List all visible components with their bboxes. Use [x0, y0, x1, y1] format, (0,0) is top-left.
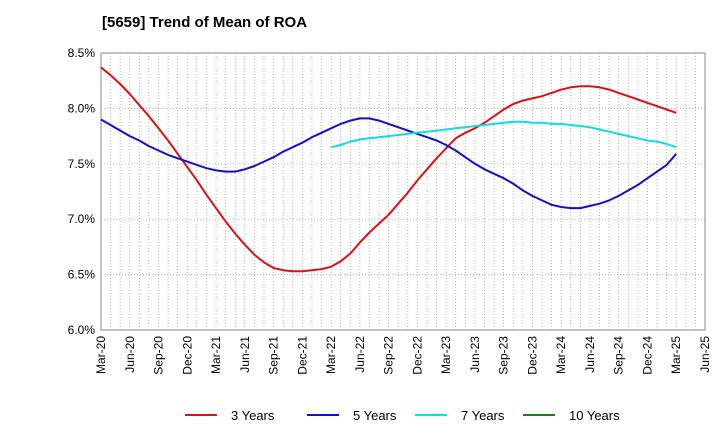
legend-item: 7 Years — [415, 404, 504, 426]
legend-item: 10 Years — [523, 404, 620, 426]
series-line-7-years — [330, 120, 677, 149]
series-line-5-years — [100, 117, 677, 210]
legend-label: 7 Years — [461, 407, 505, 423]
y-tick-label: 6.5% — [68, 268, 96, 282]
x-tick-label: Jun-23 — [468, 336, 482, 373]
series-lines — [100, 66, 677, 273]
x-tick-label: Jun-22 — [353, 336, 367, 373]
x-tick-label: Mar-23 — [439, 336, 453, 374]
legend-item: 5 Years — [307, 404, 396, 426]
x-tick-label: Mar-21 — [209, 336, 223, 374]
plot-area — [100, 52, 706, 331]
legend-swatch — [185, 414, 217, 416]
x-axis: Mar-20 Jun-20 Sep-20 Dec-20 Mar-21 Jun-21 Sep-… — [94, 336, 712, 375]
x-tick-label: Dec-23 — [525, 336, 539, 375]
x-tick-label: Mar-25 — [669, 336, 683, 374]
x-tick-label: Jun-25 — [698, 336, 712, 373]
legend-label: 3 Years — [231, 407, 275, 423]
x-tick-label: Dec-24 — [640, 336, 654, 375]
x-tick-label: Mar-22 — [324, 336, 338, 374]
legend-label: 10 Years — [569, 407, 620, 423]
x-tick-label: Sep-24 — [612, 336, 626, 375]
x-tick-label: Mar-20 — [94, 336, 108, 374]
x-tick-label: Sep-23 — [497, 336, 511, 375]
x-tick-label: Mar-24 — [554, 336, 568, 374]
series-line-3-years — [100, 66, 677, 273]
x-tick-label: Jun-21 — [238, 336, 252, 373]
legend-swatch — [415, 414, 447, 416]
legend-label: 5 Years — [353, 407, 397, 423]
x-tick-label: Dec-20 — [180, 336, 194, 375]
x-tick-label: Dec-22 — [410, 336, 424, 375]
legend-item: 3 Years — [185, 404, 274, 426]
grid — [101, 53, 705, 330]
roa-line-chart: 6.0% 6.5% 7.0% 7.5% 8.0% 8.5% Mar-20 Jun-20 Sep… — [68, 46, 712, 375]
y-tick-label: 8.0% — [68, 101, 96, 115]
y-tick-label: 7.5% — [68, 157, 96, 171]
y-tick-label: 8.5% — [68, 46, 96, 60]
x-tick-label: Dec-21 — [295, 336, 309, 375]
chart-title: [5659] Trend of Mean of ROA — [102, 14, 308, 31]
x-tick-label: Jun-20 — [123, 336, 137, 373]
y-tick-label: 7.0% — [68, 212, 96, 226]
x-tick-label: Sep-22 — [382, 336, 396, 375]
x-tick-label: Jun-24 — [583, 336, 597, 373]
x-tick-label: Sep-20 — [152, 336, 166, 375]
legend-swatch — [307, 414, 339, 416]
legend: 3 Years 5 Years 7 Years 10 Years — [0, 404, 720, 426]
y-tick-label: 6.0% — [68, 323, 96, 337]
x-tick-label: Sep-21 — [267, 336, 281, 375]
y-axis: 6.0% 6.5% 7.0% 7.5% 8.0% 8.5% — [68, 46, 96, 337]
legend-swatch — [523, 414, 555, 416]
